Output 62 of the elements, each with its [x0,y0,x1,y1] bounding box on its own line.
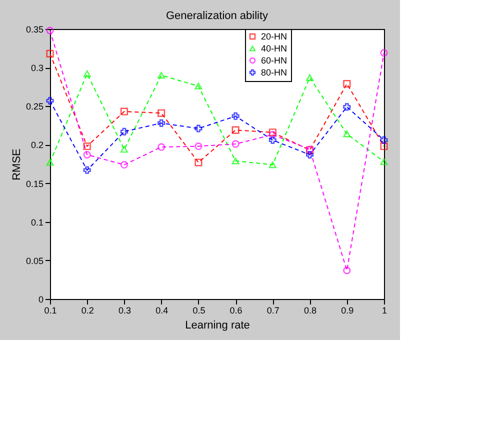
y-tick-label: 0.1 [30,217,44,228]
point [343,266,351,274]
point [46,159,54,166]
point [232,158,240,164]
x-tick-label: 0.6 [230,306,242,316]
x-tick-label: 0.8 [304,306,317,316]
point [120,161,128,169]
y-tick-label: 0.2 [30,140,44,150]
point [380,49,388,57]
legend-label: 40-HN [261,44,288,54]
point [380,136,388,144]
x-tick-label: 0.2 [81,306,94,316]
point [380,158,388,166]
legend-label: 60-HN [261,56,288,66]
point [46,26,54,34]
point [194,142,202,150]
point [194,124,202,132]
y-tick-label: 0 [38,294,44,304]
point [232,140,240,148]
point [158,119,166,127]
point [83,70,91,78]
x-axis-title: Learning rate [185,320,250,332]
point [268,161,276,168]
point [194,158,202,166]
point [83,142,91,150]
point [232,112,240,120]
point [158,109,166,117]
y-tick-label: 0.05 [26,256,44,266]
point [343,80,351,88]
point [232,126,240,134]
x-tick-label: 0.9 [341,306,354,316]
point [306,74,314,81]
point [46,96,54,105]
point [268,136,276,144]
x-tick-label: 0.4 [156,306,168,316]
y-tick-label: 0.15 [26,178,44,189]
y-tick-label: 0.3 [30,63,44,74]
point [306,150,314,159]
x-tick-label: 0.3 [118,306,131,316]
chart-title: Generalization ability [166,10,269,22]
point [120,128,128,136]
point [343,130,351,138]
y-tick-label: 0.25 [26,102,44,112]
legend-label: 20-HN [261,32,288,42]
point [120,108,128,116]
point [343,103,351,111]
point [268,128,276,136]
x-tick-label: 0.7 [266,306,280,316]
point [83,150,91,158]
point [158,72,166,79]
point [120,146,128,153]
point [83,166,91,174]
point [194,82,202,90]
x-tick-label: 0.5 [192,306,206,316]
point [158,143,166,151]
x-tick-label: 0.1 [44,306,57,316]
legend-label: 80-HN [261,68,288,78]
y-tick-label: 0.35 [26,24,44,34]
point [380,142,388,150]
x-tick-label: 1 [382,306,388,316]
point [46,50,54,58]
y-axis-title: RMSE [10,148,23,180]
